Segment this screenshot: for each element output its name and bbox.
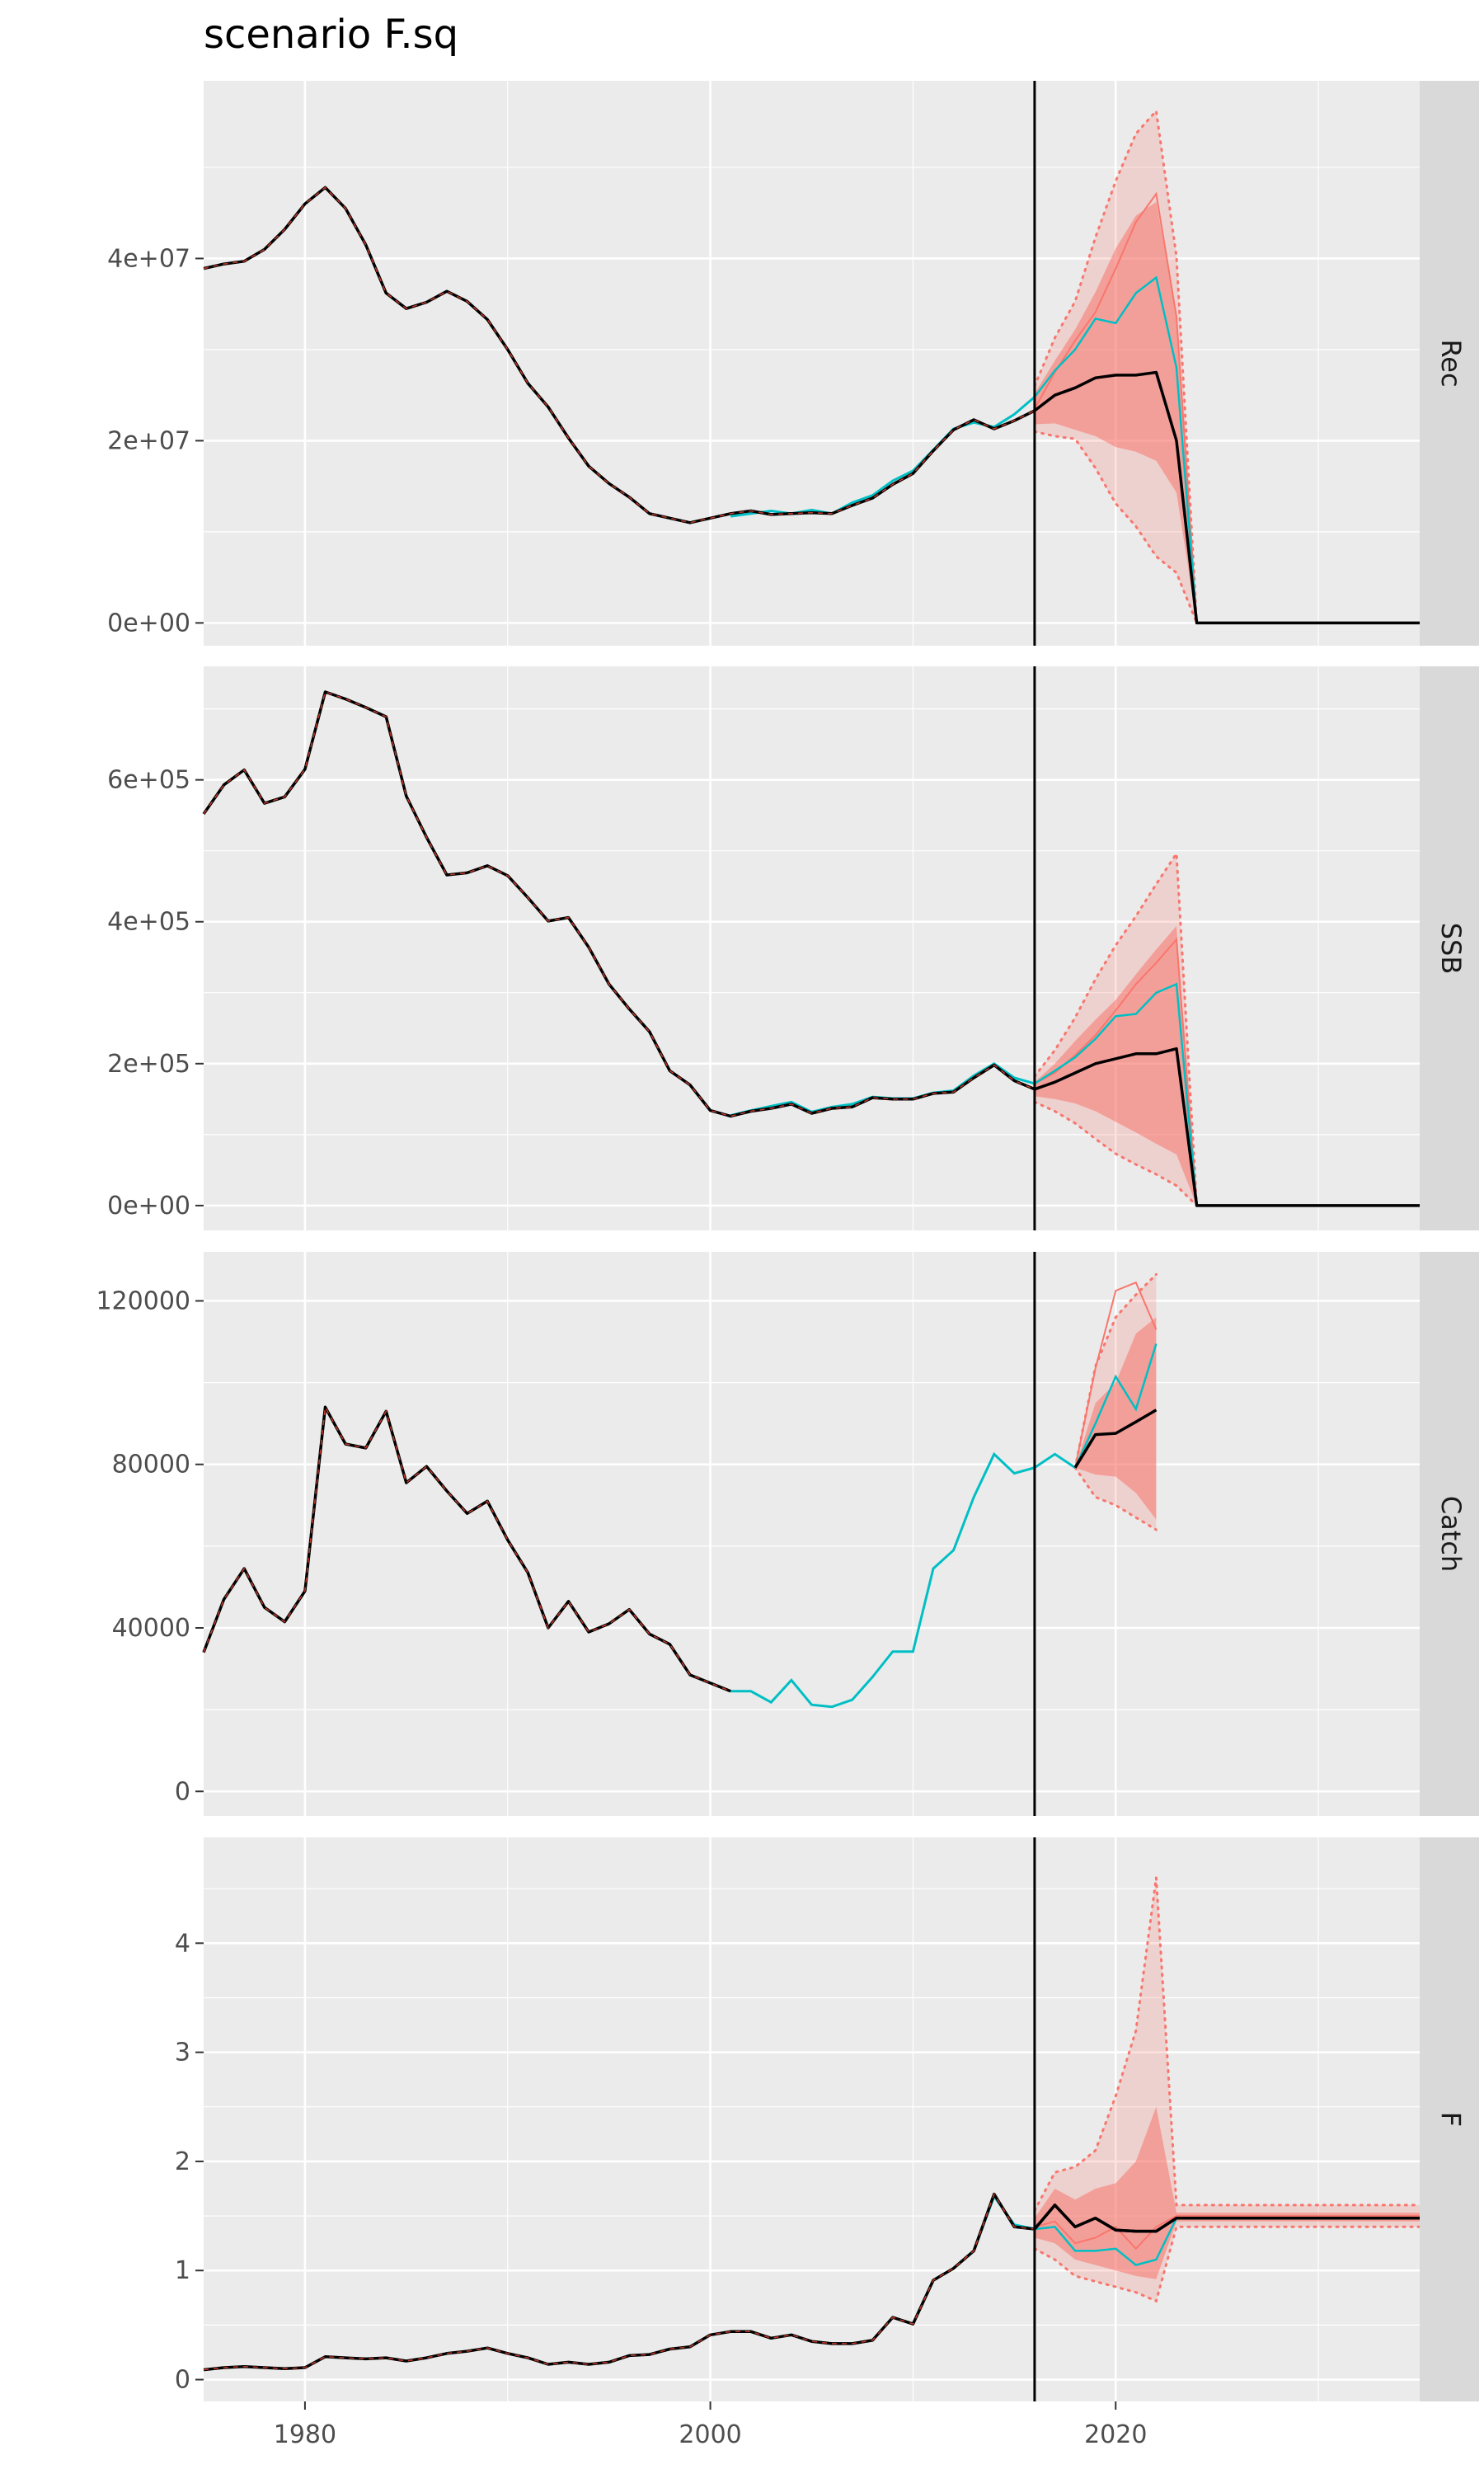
chart-title: scenario F.sq (204, 12, 458, 58)
y-tick-label: 0e+00 (107, 609, 190, 637)
y-tick-label: 0e+00 (107, 1192, 190, 1221)
y-tick-label: 2e+05 (107, 1050, 190, 1079)
facet-strip-label: SSB (1435, 923, 1467, 975)
band-90-lower-dotted (1073, 1466, 1158, 1531)
y-tick-label: 80000 (112, 1451, 190, 1479)
y-tick-label: 0 (175, 2366, 190, 2395)
projection-median-line (1033, 2204, 1420, 2233)
band-90-lower-dotted (1033, 2225, 1421, 2303)
facet-strip-label: Catch (1435, 1496, 1467, 1572)
x-tick-label: 2000 (679, 2420, 741, 2449)
x-tick-label: 1980 (274, 2420, 336, 2449)
band-50-ssb (1034, 925, 1420, 1206)
y-tick-label: 4 (175, 1929, 190, 1958)
history-line (203, 186, 1036, 524)
facet-strip-label: F (1435, 2112, 1467, 2127)
iteration-line-salmon (1034, 2215, 1420, 2251)
y-tick-label: 120000 (96, 1286, 190, 1315)
band-50-catch (1075, 1317, 1157, 1520)
y-tick-label: 2 (175, 2147, 190, 2176)
panel-background-ssb (204, 666, 1420, 1230)
facet-strip-ssb (1420, 666, 1479, 1230)
y-tick-label: 4e+05 (107, 908, 190, 937)
y-tick-label: 40000 (112, 1614, 190, 1643)
band-90-upper-dotted (1033, 1877, 1421, 2212)
y-tick-label: 3 (175, 2039, 190, 2067)
band-50-f (1034, 2106, 1420, 2279)
projection-median-line (1034, 1047, 1420, 1207)
iteration-line-salmon (1074, 1281, 1158, 1468)
facet-strip-label: Rec (1435, 339, 1467, 387)
facet-strip-catch (1420, 1252, 1479, 1816)
y-tick-label: 4e+07 (107, 244, 190, 273)
facet-strip-rec (1420, 81, 1479, 646)
panel-background-f (204, 1837, 1420, 2401)
iteration-line-teal-history (730, 1451, 1076, 1709)
history-line-dashed (203, 1404, 731, 1692)
y-tick-label: 1 (175, 2256, 190, 2285)
iteration-line-teal-projection (1073, 1343, 1158, 1469)
projection-median-line (1033, 370, 1420, 625)
band-50-rec (1034, 201, 1420, 623)
history-line-dashed (203, 691, 1036, 1117)
y-tick-label: 2e+07 (107, 426, 190, 455)
panel-background-rec (204, 81, 1420, 646)
y-tick-label: 6e+05 (107, 766, 190, 795)
x-tick-label: 2020 (1084, 2420, 1147, 2449)
projection-median-line (1073, 1409, 1158, 1469)
y-tick-label: 0 (175, 1777, 190, 1806)
panel-background-catch (204, 1252, 1420, 1816)
facet-strip-f (1420, 1837, 1479, 2401)
